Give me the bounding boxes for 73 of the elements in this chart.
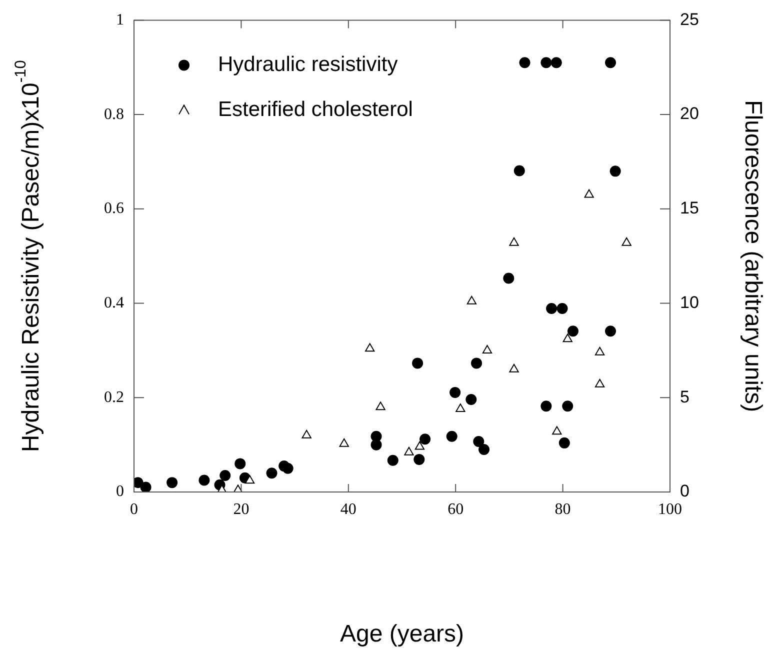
point [370, 439, 382, 450]
point [404, 446, 414, 456]
y2-tick-label: 0 [680, 482, 690, 501]
point [482, 344, 492, 354]
point [622, 237, 632, 246]
point [540, 57, 552, 68]
point [446, 430, 458, 442]
point [562, 334, 572, 342]
point [282, 462, 294, 474]
y-tick-label: 0.6 [104, 200, 124, 218]
point [546, 302, 558, 314]
point [610, 166, 621, 177]
y-axis-title: Hydraulic Resistivity (Pasec/m)x10-10 [12, 60, 45, 452]
point [220, 470, 231, 481]
point [558, 437, 570, 448]
y-tick-label: 0 [116, 483, 124, 500]
point [365, 343, 375, 352]
x-tick-label: 0 [130, 500, 138, 518]
point [514, 165, 525, 176]
point [412, 358, 424, 369]
point [540, 400, 552, 412]
point [473, 436, 484, 448]
point [584, 189, 594, 198]
y2-tick-label: 15 [680, 198, 699, 218]
x-tick-label: 20 [233, 500, 250, 518]
y-tick-label: 0.2 [104, 388, 124, 406]
x-tick-label: 100 [658, 500, 682, 518]
y2-tick-label: 5 [680, 387, 690, 406]
point [466, 394, 477, 406]
point [594, 378, 605, 388]
point [266, 468, 278, 479]
y2-tick-label: 25 [680, 10, 699, 29]
point [556, 302, 568, 314]
x-axis-title: Age (years) [340, 620, 464, 648]
point [198, 474, 210, 486]
point [471, 358, 482, 369]
point [244, 475, 255, 484]
point [234, 458, 246, 470]
point [605, 326, 616, 337]
point [166, 477, 178, 488]
point [550, 57, 562, 68]
point [509, 237, 519, 246]
x-tick-label: 80 [554, 500, 571, 518]
point [605, 57, 616, 68]
point [519, 57, 530, 68]
point [562, 400, 574, 412]
point [339, 438, 349, 447]
y-tick-label: 1 [116, 11, 124, 28]
x-tick-label: 40 [340, 500, 356, 518]
point [503, 272, 514, 284]
point [509, 364, 519, 372]
point [478, 444, 490, 456]
point [456, 403, 466, 412]
y2-axis-title: Fluorescence (arbitrary units) [739, 100, 766, 412]
y-tick-label: 0.8 [104, 106, 124, 123]
point [414, 441, 425, 450]
legend-label: Esterified cholesterol [218, 98, 413, 121]
y2-tick-label: 20 [680, 104, 699, 124]
y2-tick-label: 10 [680, 292, 699, 312]
point [387, 454, 398, 466]
x-tick-label: 60 [448, 500, 464, 518]
point [594, 346, 605, 356]
point [466, 296, 477, 304]
point [140, 482, 152, 492]
point [376, 402, 386, 410]
point [567, 326, 578, 337]
point [302, 430, 312, 438]
point [450, 386, 461, 398]
legend-label: Hydraulic resistivity [218, 52, 398, 76]
point [552, 426, 562, 435]
point [420, 434, 431, 445]
point [414, 454, 425, 465]
y-tick-label: 0.4 [104, 294, 124, 312]
